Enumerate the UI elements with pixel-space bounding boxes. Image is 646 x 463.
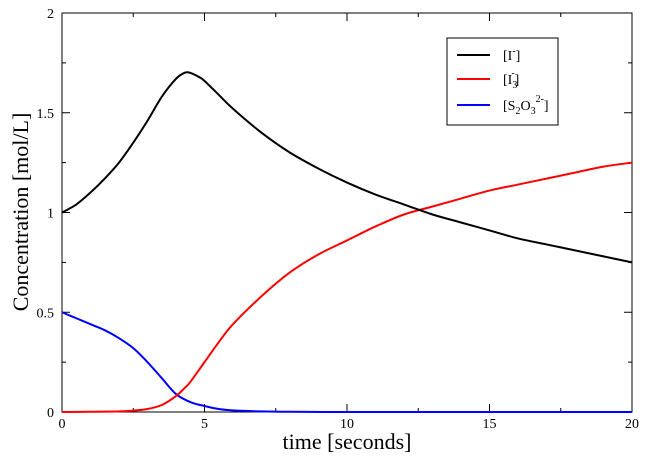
legend-entry-thiosulfate: [S2O32-]	[503, 94, 549, 117]
series-line-iodide	[61, 71, 633, 264]
y-tick-label: 0.5	[37, 306, 55, 321]
y-axis-label: Concentration [mol/L]	[8, 113, 33, 312]
x-axis-label: time [seconds]	[283, 429, 412, 454]
legend-entry-iodide: [I-]	[503, 46, 520, 64]
axis-ticks: 0 5 10 15 20 0 0.5 1 1.5 2	[37, 7, 640, 432]
legend-entry-triiodide: [I3-]	[503, 68, 519, 91]
x-tick-label: 20	[625, 417, 639, 432]
series-layer	[61, 71, 633, 414]
legend-box	[446, 37, 559, 126]
x-tick-label: 10	[340, 417, 354, 432]
y-tick-label: 1.5	[37, 107, 55, 122]
legend: [I-] [I3-] [S2O32-]	[446, 37, 559, 126]
y-tick-label: 1	[47, 207, 54, 222]
y-tick-label: 0	[47, 406, 54, 421]
series-line-triiodide	[61, 161, 633, 413]
x-tick-label: 5	[201, 417, 208, 432]
y-tick-label: 2	[47, 7, 54, 22]
series-line-thiosulfate	[61, 311, 632, 414]
x-tick-label: 0	[59, 417, 66, 432]
x-tick-label: 15	[483, 417, 497, 432]
